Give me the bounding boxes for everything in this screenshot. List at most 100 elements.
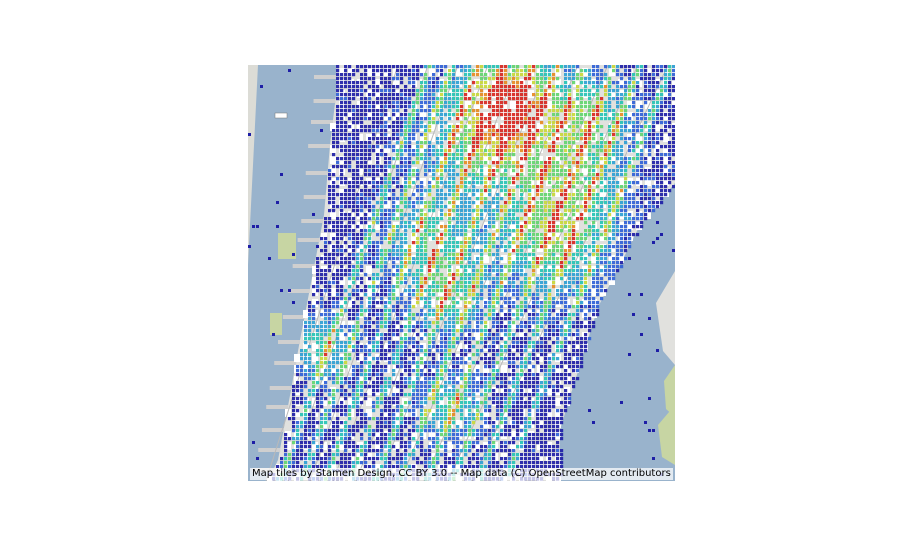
density-cell [580, 69, 584, 73]
density-cell [376, 213, 380, 217]
density-cell [636, 89, 640, 93]
density-cell [348, 277, 352, 281]
density-cell [368, 229, 372, 233]
density-cell [408, 113, 412, 117]
density-cell [560, 297, 564, 301]
city-block [294, 376, 300, 384]
density-cell [376, 285, 380, 289]
density-cell [608, 225, 612, 229]
density-cell [328, 229, 332, 233]
new-jersey-shore [248, 65, 258, 265]
density-cell [608, 253, 612, 257]
density-cell [400, 145, 404, 149]
density-cell [436, 241, 440, 245]
density-cell [572, 273, 576, 277]
density-cell [636, 173, 640, 177]
density-cell [364, 285, 368, 289]
density-cell [528, 141, 532, 145]
density-cell [448, 281, 452, 285]
density-cell [344, 65, 348, 69]
density-cell [584, 201, 588, 205]
density-cell [520, 249, 524, 253]
density-cell [616, 173, 620, 177]
density-cell [408, 125, 412, 129]
density-cell [344, 113, 348, 117]
density-cell [468, 245, 472, 249]
density-cell [476, 149, 480, 153]
density-cell [588, 105, 592, 109]
density-cell [584, 277, 588, 281]
density-cell [448, 149, 452, 153]
density-cell [404, 121, 408, 125]
density-cell [392, 165, 396, 169]
map-panel[interactable]: Map tiles by Stamen Design, CC BY 3.0 --… [248, 65, 675, 481]
density-cell [400, 169, 404, 173]
density-cell [524, 185, 528, 189]
density-cell [540, 177, 544, 181]
density-cell [524, 121, 528, 125]
city-block [483, 365, 489, 373]
density-cell [348, 253, 352, 257]
density-cell [364, 261, 368, 265]
density-cell [600, 257, 604, 261]
density-cell [548, 257, 552, 261]
density-cell [600, 81, 604, 85]
density-cell [544, 233, 548, 237]
density-cell [504, 289, 508, 293]
density-cell [596, 185, 600, 189]
density-cell [592, 173, 596, 177]
map-canvas[interactable] [248, 65, 675, 481]
density-cell [564, 173, 568, 177]
density-cell [452, 181, 456, 185]
density-cell [352, 229, 356, 233]
density-cell [624, 193, 628, 197]
density-cell [672, 73, 675, 77]
density-cell [604, 141, 608, 145]
density-cell [460, 233, 464, 237]
density-cell [520, 121, 524, 125]
density-cell [604, 269, 608, 273]
density-cell [364, 129, 368, 133]
density-cell [540, 245, 544, 249]
density-cell [524, 109, 528, 113]
density-cell [632, 157, 636, 161]
density-cell [352, 129, 356, 133]
density-cell [396, 173, 400, 177]
density-cell [412, 161, 416, 165]
density-cell [348, 145, 352, 149]
density-cell [488, 153, 492, 157]
density-cell [660, 161, 664, 165]
density-cell [488, 265, 492, 269]
density-cell [568, 113, 572, 117]
density-cell [364, 77, 368, 81]
city-block [474, 200, 480, 208]
density-cell [396, 109, 400, 113]
density-cell [552, 93, 556, 97]
density-cell [332, 141, 336, 145]
density-cell [604, 197, 608, 201]
density-cell [504, 153, 508, 157]
density-cell [428, 85, 432, 89]
density-cell [360, 237, 364, 241]
density-cell [612, 269, 616, 273]
density-cell [556, 113, 560, 117]
density-cell [544, 133, 548, 137]
density-cell [460, 281, 464, 285]
density-cell [416, 221, 420, 225]
density-cell [400, 117, 404, 121]
density-cell [432, 289, 436, 293]
density-cell [576, 93, 580, 97]
density-cell [536, 65, 540, 69]
density-cell [468, 73, 472, 77]
density-cell [428, 289, 432, 293]
density-cell [576, 173, 580, 177]
city-block [348, 277, 354, 285]
density-cell [332, 209, 336, 213]
density-cell [640, 109, 644, 113]
density-cell [352, 81, 356, 85]
density-cell [660, 133, 664, 137]
density-cell [536, 201, 540, 205]
density-cell [364, 233, 368, 237]
density-cell [584, 85, 588, 89]
density-cell [652, 89, 656, 93]
